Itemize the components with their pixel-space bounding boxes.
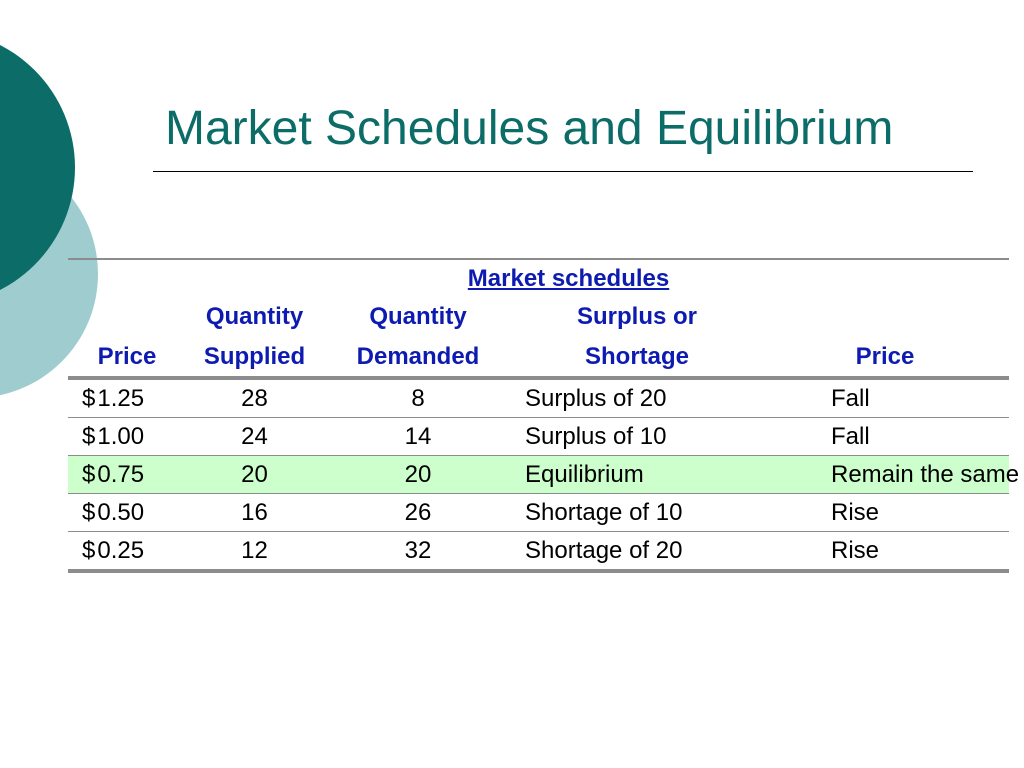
price-value: 0.50	[97, 499, 145, 526]
table-row-equilibrium: $0.75 20 20 Equilibrium Remain the same	[68, 455, 1019, 494]
price-cell: $1.25	[68, 378, 186, 418]
quantity-demanded-cell: 8	[323, 378, 513, 418]
header-empty-cell	[761, 298, 1009, 336]
price-direction-cell: Fall	[761, 417, 1010, 456]
price-value: 1.00	[97, 423, 145, 450]
group-header-cell: Market schedules	[68, 258, 1010, 298]
price-value: 0.25	[97, 537, 145, 564]
currency-symbol: $	[82, 385, 96, 412]
header-surplus-shortage-line2: Shortage	[513, 336, 761, 380]
header-quantity-demanded-line1: Quantity	[369, 303, 467, 330]
table-row: $1.00 24 14 Surplus of 10 Fall	[68, 417, 1010, 456]
surplus-shortage-cell: Shortage of 10	[513, 493, 761, 532]
currency-symbol: $	[82, 499, 96, 526]
header-quantity-supplied-line1: Quantity	[205, 303, 304, 330]
quantity-supplied-cell: 16	[186, 493, 323, 532]
surplus-shortage-cell: Shortage of 20	[513, 531, 761, 573]
surplus-shortage-cell: Surplus of 10	[513, 417, 761, 456]
price-direction-cell: Rise	[761, 531, 1010, 573]
market-schedule-table: Market schedules Quantity Quantity Surpl…	[68, 258, 1019, 573]
surplus-shortage-cell: Surplus of 20	[513, 378, 761, 418]
quantity-supplied-cell: 24	[186, 417, 323, 456]
table-header-row-1: Quantity Quantity Surplus or	[68, 298, 1009, 336]
quantity-demanded-cell: 32	[323, 531, 513, 573]
quantity-supplied-cell: 28	[186, 378, 323, 418]
surplus-shortage-cell: Equilibrium	[513, 455, 761, 494]
currency-symbol: $	[82, 537, 96, 564]
header-surplus-shortage-line1: Surplus or	[576, 303, 697, 330]
table-group-header-row: Market schedules	[68, 258, 1010, 298]
price-cell: $0.75	[68, 455, 186, 494]
quantity-demanded-cell: 14	[323, 417, 513, 456]
header-quantity-demanded-line2: Demanded	[323, 336, 513, 380]
header-price-direction: Price	[761, 336, 1010, 380]
price-direction-cell: Rise	[761, 493, 1010, 532]
table-row: $1.25 28 8 Surplus of 20 Fall	[68, 378, 1010, 418]
group-header-label: Market schedules	[467, 265, 670, 292]
slide-title: Market Schedules and Equilibrium	[165, 102, 894, 155]
quantity-demanded-cell: 20	[323, 455, 513, 494]
currency-symbol: $	[82, 423, 96, 450]
price-cell: $0.50	[68, 493, 186, 532]
price-value: 0.75	[97, 461, 145, 488]
price-value: 1.25	[97, 385, 145, 412]
table-row: $0.25 12 32 Shortage of 20 Rise	[68, 531, 1010, 573]
price-cell: $1.00	[68, 417, 186, 456]
header-quantity-supplied-line2: Supplied	[186, 336, 323, 380]
header-empty-cell	[68, 298, 186, 336]
price-cell: $0.25	[68, 531, 186, 573]
table-row: $0.50 16 26 Shortage of 10 Rise	[68, 493, 1010, 532]
title-divider	[153, 171, 973, 172]
quantity-demanded-cell: 26	[323, 493, 513, 532]
header-price: Price	[68, 336, 186, 380]
quantity-supplied-cell: 20	[186, 455, 323, 494]
price-direction-cell: Fall	[761, 378, 1010, 418]
price-direction-cell: Remain the same	[761, 455, 1019, 494]
table-header-row-2: Price Supplied Demanded Shortage Price	[68, 336, 1010, 380]
quantity-supplied-cell: 12	[186, 531, 323, 573]
currency-symbol: $	[82, 461, 96, 488]
